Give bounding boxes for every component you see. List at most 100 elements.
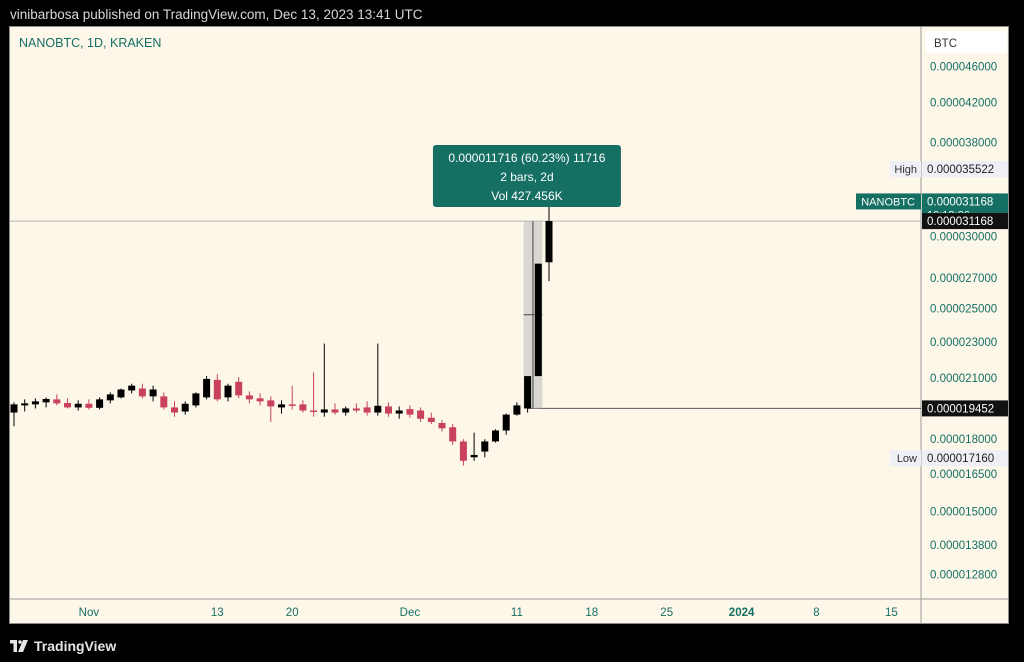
candle-body[interactable] [160, 396, 168, 408]
candle-body[interactable] [213, 379, 221, 400]
horizontal-line-upper-value: 0.000031168 [927, 216, 993, 228]
x-tick-label: 13 [211, 607, 224, 619]
candle-body[interactable] [21, 403, 29, 406]
horizontal-line-upper-tag [922, 213, 1008, 230]
low-side-label: Low [897, 453, 917, 465]
footer: TradingView [10, 636, 116, 656]
tradingview-logo-icon [10, 640, 28, 652]
footer-brand[interactable]: TradingView [34, 638, 117, 654]
y-tick-label: 0.000018000 [930, 434, 997, 446]
candle-body[interactable] [192, 393, 200, 406]
horizontal-line-lower-tag [922, 400, 1008, 417]
low-value: 0.000017160 [927, 453, 994, 465]
candle-body[interactable] [406, 409, 414, 415]
candle-body[interactable] [534, 263, 542, 377]
candle-body[interactable] [299, 404, 307, 411]
candlestick-chart[interactable]: NANOBTC, 1D, KRAKEN BTC 0.000046000 0.00004… [10, 27, 1009, 624]
publisher-header: vinibarbosa published on TradingView.com… [10, 7, 423, 22]
x-tick-label: 2024 [729, 607, 755, 619]
candle-body[interactable] [310, 410, 318, 412]
candle-body[interactable] [278, 404, 285, 408]
candle-body[interactable] [74, 403, 82, 408]
symbol-label: NANOBTC, 1D, KRAKEN [19, 36, 161, 50]
candle-body[interactable] [427, 417, 435, 422]
candle-body[interactable] [363, 407, 371, 413]
x-tick-label: 15 [885, 607, 898, 619]
candle-body[interactable] [385, 406, 392, 414]
candle-body[interactable] [224, 385, 232, 398]
high-side-label-box [890, 161, 921, 178]
last-price-symbol-box [856, 193, 921, 210]
x-tick-label: 20 [286, 607, 299, 619]
candle-body[interactable] [320, 409, 328, 413]
candle-body[interactable] [502, 414, 510, 431]
candle-body[interactable] [470, 454, 478, 458]
measure-tooltip-line: Vol 427.456K [491, 189, 562, 203]
candle-body[interactable] [256, 398, 264, 402]
y-tick-label: 0.000013800 [930, 540, 997, 552]
candle-body[interactable] [235, 381, 243, 396]
measure-tooltip [432, 145, 621, 207]
x-tick-label: Dec [400, 607, 421, 619]
high-value: 0.000035522 [927, 164, 994, 176]
x-tick-label: 11 [511, 607, 523, 619]
y-tick-label: 0.000027000 [930, 273, 997, 285]
candle-body[interactable] [117, 389, 125, 398]
candle-body[interactable] [64, 402, 71, 408]
candle-body[interactable] [417, 410, 425, 419]
y-tick-label: 0.000042000 [930, 98, 997, 110]
candle-body[interactable] [374, 405, 382, 413]
candle-body[interactable] [449, 427, 457, 442]
candle-body[interactable] [149, 389, 157, 397]
high-side-label: High [894, 164, 917, 176]
y-tick-label: 0.000023000 [930, 337, 997, 349]
candle-body[interactable] [352, 408, 360, 411]
high-value-box [922, 161, 1008, 178]
y-tick-label: 0.000015000 [930, 507, 997, 519]
candle-body[interactable] [42, 398, 50, 403]
candle-body[interactable] [438, 423, 446, 429]
candle-body[interactable] [492, 430, 499, 442]
candle-body[interactable] [85, 403, 93, 408]
candle-body[interactable] [106, 394, 114, 401]
y-tick-label: 0.000030000 [930, 231, 997, 243]
candle-body[interactable] [513, 405, 521, 415]
candle-body[interactable] [267, 400, 275, 407]
candle-body[interactable] [31, 401, 39, 405]
y-tick-label: 0.000021000 [930, 373, 997, 385]
chart-panel[interactable]: NANOBTC, 1D, KRAKEN BTC 0.000046000 0.00004… [9, 26, 1009, 624]
candle-body[interactable] [181, 403, 189, 412]
candle-body[interactable] [459, 441, 467, 461]
candle-body[interactable] [203, 378, 211, 398]
horizontal-line-lower-value: 0.000019452 [927, 403, 994, 415]
candle-body[interactable] [128, 385, 136, 391]
last-price-symbol: NANOBTC [861, 196, 915, 208]
candle-body[interactable] [481, 441, 489, 452]
candle-body[interactable] [331, 409, 339, 413]
candle-body[interactable] [138, 388, 146, 397]
y-tick-label: 0.000025000 [930, 304, 997, 316]
candle-body[interactable] [288, 404, 296, 406]
currency-label[interactable]: BTC [934, 38, 957, 50]
candle-body[interactable] [395, 410, 403, 414]
candle-body[interactable] [342, 408, 350, 413]
y-tick-label: 0.000046000 [930, 61, 997, 73]
candle-body[interactable] [96, 399, 104, 408]
candle-body[interactable] [245, 395, 253, 400]
low-side-label-box [890, 450, 921, 467]
last-price-value: 0.000031168 [927, 196, 993, 208]
y-tick-label: 0.000016500 [930, 469, 997, 481]
y-tick-label: 0.000038000 [930, 137, 997, 149]
currency-box [926, 31, 1007, 53]
y-tick-label: 0.000012800 [930, 570, 997, 582]
x-tick-label: 25 [660, 607, 673, 619]
x-tick-label: Nov [79, 607, 100, 619]
measure-tooltip-line: 2 bars, 2d [500, 170, 553, 184]
candle-body[interactable] [545, 221, 553, 263]
candle-body[interactable] [53, 399, 61, 404]
candle-body[interactable] [524, 376, 532, 409]
x-tick-label: 18 [585, 607, 598, 619]
candle-body[interactable] [171, 407, 178, 413]
candle-body[interactable] [10, 404, 18, 413]
